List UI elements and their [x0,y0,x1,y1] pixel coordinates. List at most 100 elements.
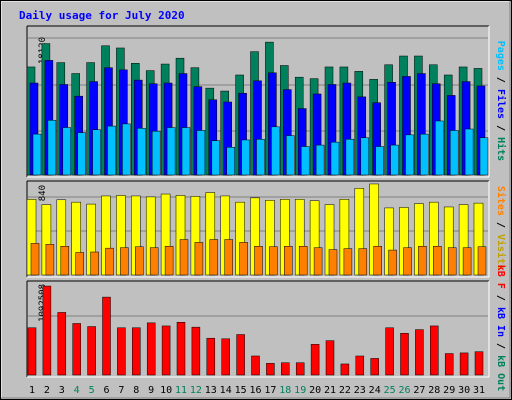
pages-bar-day-17 [271,126,280,176]
day-label-27: 27 [413,385,425,396]
pages-bar-day-8 [137,128,146,176]
kbf-bar-day-7 [117,327,126,376]
sites-bar-day-11 [179,239,189,276]
legend-kbytes-part-3: / [495,337,506,355]
sites-bar-day-1 [30,243,40,276]
day-label-16: 16 [249,385,261,396]
sites-bar-day-14 [224,239,233,276]
day-label-10: 10 [160,385,172,396]
day-label-4: 4 [74,385,80,396]
day-label-29: 29 [443,385,455,396]
kbf-bar-day-15 [236,334,245,376]
day-label-15: 15 [235,385,247,396]
kbf-bar-day-4 [72,323,81,376]
pages-bar-day-16 [256,138,265,176]
pages-bar-day-30 [464,128,474,176]
sites-bar-day-13 [209,239,219,276]
day-label-17: 17 [264,385,276,396]
pages-bar-day-24 [375,146,384,176]
kbf-bar-day-21 [325,340,335,376]
pages-bar-day-28 [435,120,444,176]
sites-bar-day-16 [254,246,263,276]
sites-bar-day-24 [373,246,382,276]
legend-kbytes-part-4: kB Out [495,355,506,391]
legend-pages-files-hits: Pages / Files / Hits [495,41,507,161]
kbf-bar-day-8 [132,327,141,376]
sites-bar-day-8 [135,246,144,276]
sites-bar-day-6 [105,247,114,276]
kbf-bar-day-9 [146,322,156,376]
kbf-bar-day-13 [206,337,216,376]
pages-bar-day-3 [62,127,72,176]
sites-bar-day-26 [403,247,412,276]
kbf-bar-day-5 [87,326,96,376]
legend-sites-visits-part-0: Sites [495,186,507,216]
day-label-7: 7 [118,385,124,396]
day-label-28: 28 [428,385,440,396]
pages-bar-day-13 [211,140,221,176]
legend-pages-files-hits-part-0: Pages [495,41,506,71]
day-label-18: 18 [279,385,291,396]
legend-kbytes-part-0: kB F [495,265,506,289]
sites-bar-day-5 [90,251,99,276]
kbf-bar-day-20 [310,344,320,376]
kbf-bar-day-12 [191,326,201,376]
day-label-25: 25 [384,385,396,396]
sites-bar-day-29 [447,247,457,276]
pages-bar-day-25 [390,144,399,176]
day-label-8: 8 [133,385,139,396]
pages-bar-day-1 [32,133,42,176]
pages-bar-day-9 [151,130,161,176]
legend-sites-visits: Sites / Visits [495,186,507,270]
day-label-20: 20 [309,385,321,396]
kbf-bar-day-3 [57,312,67,376]
sites-bar-day-12 [194,242,204,276]
sites-bar-day-17 [269,246,278,276]
legend-pages-files-hits-part-1: / [495,71,506,89]
legend-sites-visits-part-1: / [495,216,506,234]
kbf-bar-day-2 [42,285,52,376]
day-label-24: 24 [369,385,381,396]
day-label-1: 1 [29,385,35,396]
legend-kbytes-part-1: / [495,289,506,307]
pages-bar-day-5 [92,129,101,176]
day-label-19: 19 [294,385,306,396]
kbf-bar-day-1 [27,327,37,376]
day-label-6: 6 [103,385,109,396]
day-label-30: 30 [458,385,470,396]
pages-bar-day-14 [226,147,235,176]
pages-bar-day-22 [345,138,355,176]
legend-pages-files-hits-part-2: Files [495,89,507,119]
kbf-bar-day-17 [266,363,275,376]
kbf-bar-day-24 [370,358,379,376]
pages-bar-day-26 [405,134,414,176]
kbf-bar-day-26 [400,333,409,376]
kbf-bar-day-27 [415,329,424,376]
pages-bar-day-12 [196,130,206,176]
sites-bar-day-25 [388,249,397,276]
day-label-2: 2 [44,385,50,396]
kbf-bar-day-19 [295,362,305,376]
kbf-bar-day-31 [474,351,484,376]
day-label-13: 13 [205,385,217,396]
pages-bar-day-4 [77,132,86,176]
day-label-11: 11 [175,385,187,396]
pages-bar-day-10 [166,127,176,176]
pages-bar-day-20 [315,144,325,176]
day-label-9: 9 [148,385,154,396]
chart-title: Daily usage for July 2020 [19,9,185,22]
pages-bar-day-7 [122,123,131,176]
legend-kbytes-part-2: kB In [495,307,506,337]
sites-bar-day-21 [328,249,338,276]
sites-bar-day-30 [462,247,472,276]
pages-bar-day-31 [479,137,489,176]
sites-bar-day-18 [284,246,293,276]
legend-sites-visits-part-2: Visits [495,234,507,270]
pages-bar-day-2 [47,120,57,176]
sites-bar-day-31 [477,246,487,276]
day-label-23: 23 [354,385,366,396]
sites-bar-day-15 [239,242,248,276]
